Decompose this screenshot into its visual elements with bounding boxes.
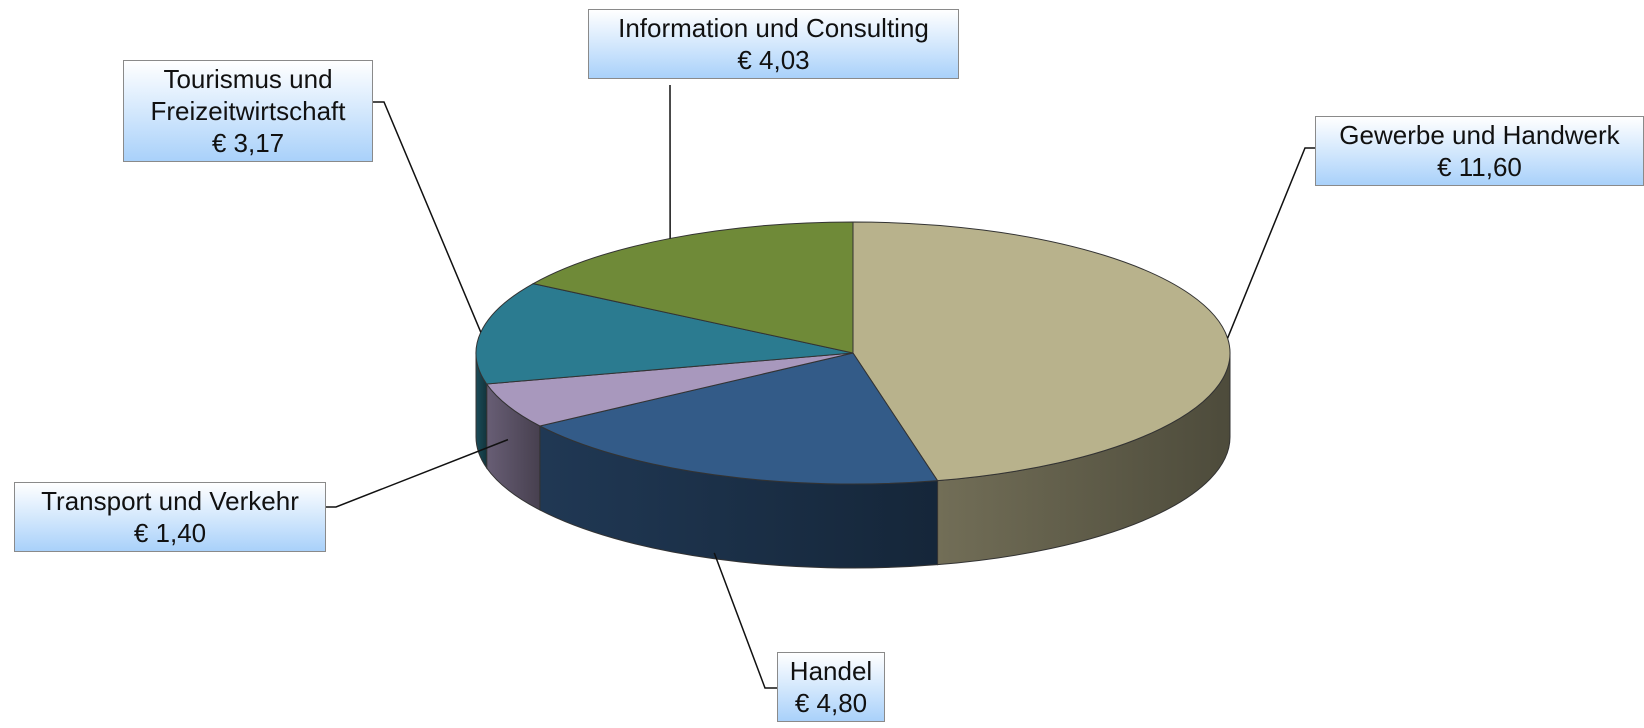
- slice: [485, 352, 854, 427]
- leader-line: [713, 552, 777, 689]
- label-category: Transport und Verkehr: [41, 486, 299, 516]
- label-category: Gewerbe und Handwerk: [1339, 120, 1620, 150]
- data-label: Handel € 4,80: [777, 652, 885, 722]
- label-category: Information und Consulting: [618, 13, 929, 43]
- label-value: € 1,40: [133, 518, 207, 548]
- slice: [538, 352, 939, 485]
- leader-line: [1226, 147, 1315, 339]
- leader-line: [326, 438, 509, 508]
- slice: [852, 221, 1231, 482]
- label-value: € 4,03: [737, 45, 810, 75]
- label-category: Handel: [789, 656, 873, 686]
- label-value: € 3,17: [211, 128, 285, 158]
- data-label: Gewerbe und Handwerk € 11,60: [1315, 116, 1644, 186]
- label-value: € 11,60: [1437, 152, 1522, 182]
- leader-line: [373, 101, 482, 333]
- data-label: Information und Consulting € 4,03: [588, 9, 959, 79]
- data-label: Tourismus und Freizeitwirtschaft € 3,17: [123, 60, 373, 162]
- label-category: Tourismus und Freizeitwirtschaft: [150, 64, 346, 126]
- slice: [531, 221, 854, 354]
- slice: [475, 283, 854, 385]
- data-label: Transport und Verkehr € 1,40: [14, 482, 326, 552]
- label-value: € 4,80: [794, 688, 868, 718]
